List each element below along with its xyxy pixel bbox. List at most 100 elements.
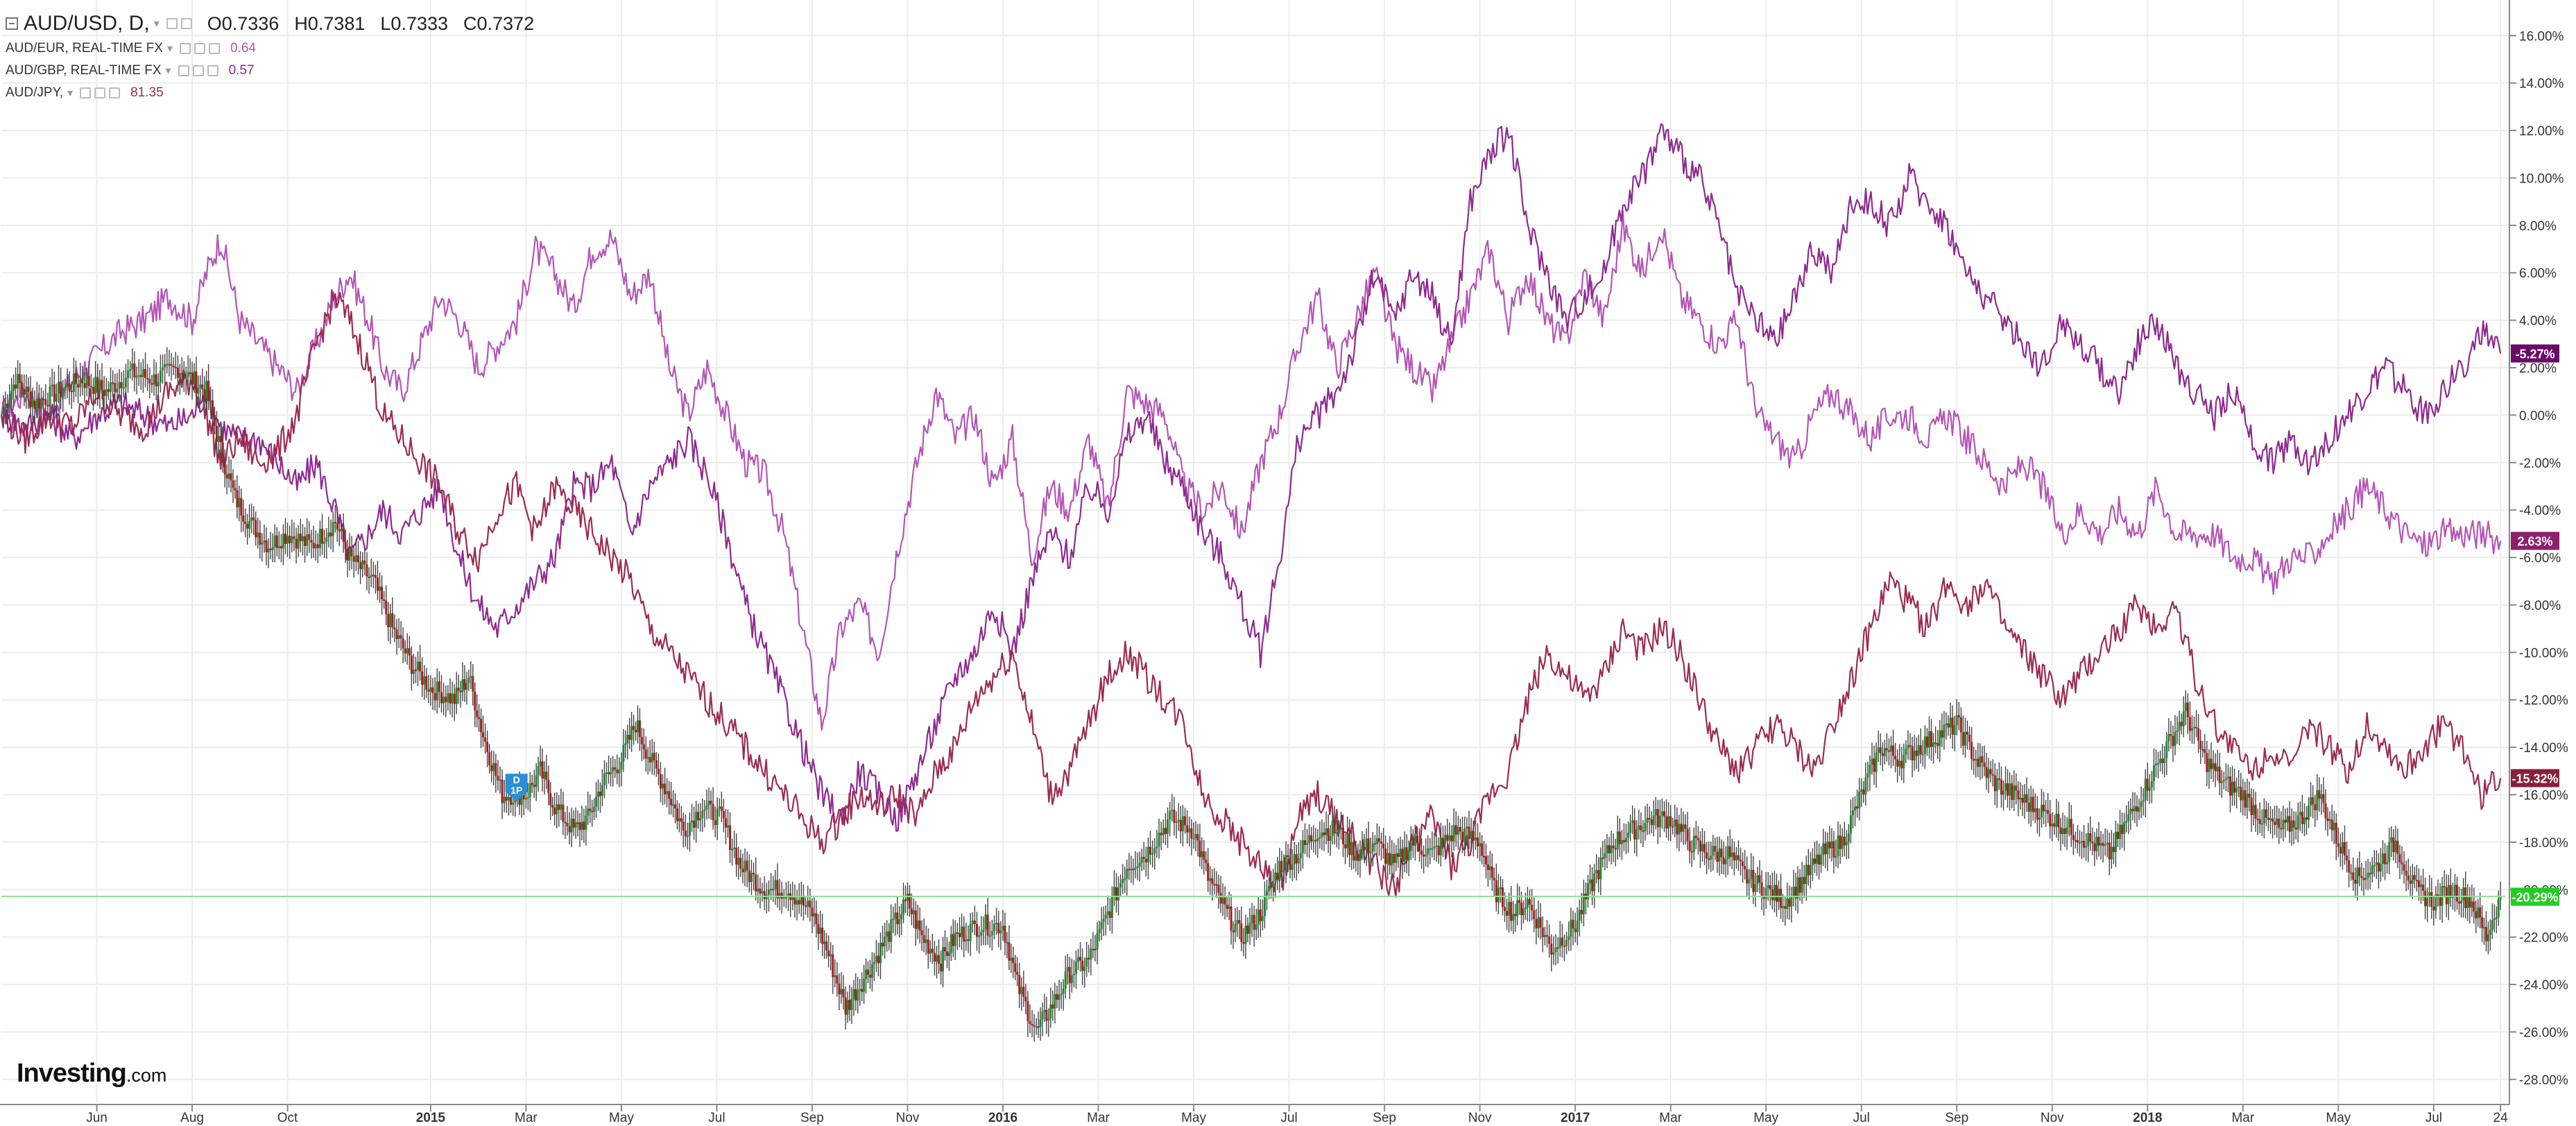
candle-body: [2180, 722, 2183, 726]
visibility-icon[interactable]: [94, 87, 106, 99]
comparison-label: AUD/GBP, REAL-TIME FX: [6, 63, 162, 78]
chevron-down-icon[interactable]: ▾: [67, 87, 74, 99]
candle-body: [2308, 805, 2310, 820]
candle-body: [1674, 819, 1676, 826]
candle-body: [1879, 747, 1882, 753]
main-symbol-row[interactable]: AUD/USD, D, ▾ O0.7336 H0.7381 L0.7333 C0…: [6, 10, 549, 37]
candle-body: [1663, 811, 1665, 817]
close-icon[interactable]: [209, 43, 221, 54]
candle-body: [410, 655, 413, 674]
candle-body: [2083, 841, 2086, 848]
last-value-labels: -20.29% 2.63% -5.27% -15.32%: [2511, 344, 2559, 906]
candle-body: [2155, 763, 2158, 766]
investing-logo[interactable]: Investing.com: [17, 1059, 166, 1089]
candle-body: [2043, 805, 2045, 812]
candle-body: [1132, 869, 1135, 871]
close-icon[interactable]: [207, 65, 218, 76]
settings-icon[interactable]: [166, 18, 178, 29]
candle-body: [686, 835, 689, 837]
chevron-down-icon[interactable]: ▾: [166, 43, 173, 55]
candle-body: [2034, 808, 2036, 812]
chevron-down-icon[interactable]: ▾: [165, 65, 171, 77]
candle-body: [2032, 796, 2034, 812]
candle-body: [1526, 898, 1529, 908]
candle-body: [620, 761, 623, 770]
settings-icon[interactable]: [178, 65, 189, 76]
candle-body: [873, 962, 875, 964]
candle-body: [1764, 887, 1767, 899]
candle-body: [510, 796, 513, 805]
time-axis[interactable]: Jun Aug Oct 2015 Mar May Jul Sep Nov 2016 Mar May Ju…: [86, 1104, 2508, 1125]
candle-body: [761, 891, 764, 894]
candle-body: [1548, 936, 1551, 944]
candle-body: [2462, 887, 2465, 901]
event-marker[interactable]: D1P: [505, 774, 528, 802]
candle-body: [124, 377, 127, 388]
candle-body: [2150, 781, 2153, 787]
candle-body: [778, 892, 781, 898]
candle-body: [8, 400, 11, 409]
candle-body: [2186, 702, 2189, 717]
candle-body: [1037, 1026, 1040, 1028]
candle-body: [576, 822, 579, 824]
candle-body: [2290, 820, 2293, 832]
candle-body: [1407, 851, 1410, 860]
candle-body: [182, 374, 185, 379]
candle-body: [480, 719, 483, 733]
visibility-icon[interactable]: [192, 65, 204, 76]
candle-body: [973, 920, 976, 924]
candle-body: [1716, 851, 1719, 862]
candle-body: [395, 629, 398, 639]
candle-body: [1873, 758, 1875, 772]
comparison-label: AUD/EUR, REAL-TIME FX: [6, 41, 163, 56]
candle-body: [116, 389, 119, 393]
candle-body: [906, 894, 909, 901]
candle-body: [92, 386, 95, 394]
candle-body: [809, 901, 812, 908]
candle-body: [1259, 910, 1262, 921]
visibility-icon[interactable]: [180, 18, 192, 29]
candle-body: [1333, 821, 1336, 834]
candle-body: [1837, 835, 1839, 857]
candle-body: [2106, 842, 2109, 845]
candle-body: [1115, 887, 1118, 901]
candle-body: [701, 810, 704, 819]
candle-body: [42, 398, 45, 400]
candle-body: [127, 370, 130, 378]
candle-body: [291, 536, 293, 543]
candle-body: [944, 947, 947, 952]
candle-body: [217, 436, 220, 442]
candle-body: [1635, 829, 1638, 840]
candle-body: [1190, 828, 1193, 839]
candle-body: [933, 953, 936, 962]
collapse-icon[interactable]: [6, 17, 18, 30]
candle-body: [572, 819, 575, 828]
candle-body: [2072, 835, 2075, 840]
settings-icon[interactable]: [80, 87, 92, 99]
price-axis[interactable]: 16.00% 14.00% 12.00% 10.00% 8.00% 6.00% 4.00% 2…: [2509, 29, 2568, 1088]
candle-body: [2333, 822, 2335, 830]
candle-body: [1724, 859, 1727, 864]
candle-body: [244, 521, 247, 524]
candle-body: [2159, 758, 2162, 763]
candle-body: [676, 808, 678, 821]
candle-body: [1242, 941, 1245, 944]
chevron-down-icon[interactable]: ▾: [153, 18, 160, 30]
candle-body: [1604, 853, 1606, 858]
comparison-row-jpy[interactable]: AUD/JPY, ▾ 81.35: [6, 82, 549, 104]
settings-icon[interactable]: [180, 43, 191, 54]
comparison-row-eur[interactable]: AUD/EUR, REAL-TIME FX ▾ 0.64: [6, 37, 549, 60]
close-icon[interactable]: [109, 87, 121, 99]
candle-body: [178, 373, 181, 378]
visibility-icon[interactable]: [194, 43, 206, 54]
candle-body: [2460, 901, 2463, 904]
comparison-row-gbp[interactable]: AUD/GBP, REAL-TIME FX ▾ 0.57: [6, 60, 549, 82]
candle-body: [1418, 843, 1421, 851]
candle-body: [1327, 828, 1330, 842]
candle-body: [599, 791, 601, 796]
candle-body: [1203, 851, 1205, 860]
candle-body: [195, 371, 198, 394]
candle-body: [1433, 846, 1436, 848]
candle-body: [455, 688, 458, 704]
